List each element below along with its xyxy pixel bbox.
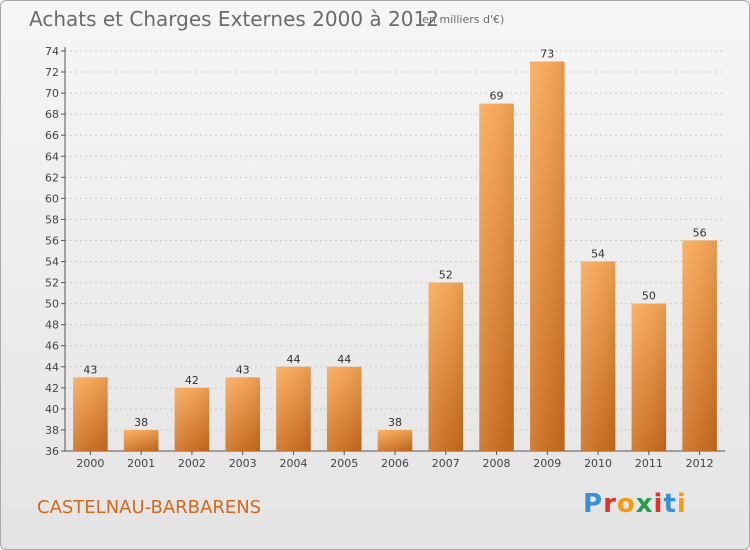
x-tick-label: 2001 bbox=[127, 457, 155, 470]
data-label: 42 bbox=[185, 374, 199, 387]
data-label: 50 bbox=[642, 290, 656, 303]
x-tick-label: 2004 bbox=[279, 457, 307, 470]
bar-shine bbox=[580, 261, 616, 451]
data-label: 38 bbox=[388, 416, 402, 429]
x-tick-label: 2005 bbox=[330, 457, 358, 470]
proxiti-logo: Proxiti bbox=[583, 489, 687, 519]
y-tick-label: 58 bbox=[45, 213, 59, 226]
data-label: 52 bbox=[439, 269, 453, 282]
y-tick-label: 66 bbox=[45, 129, 59, 142]
chart-subtitle: (en milliers d'€) bbox=[418, 13, 505, 26]
y-tick-label: 62 bbox=[45, 171, 59, 184]
data-label: 54 bbox=[591, 248, 605, 261]
data-label: 43 bbox=[236, 363, 250, 376]
y-tick-label: 48 bbox=[45, 319, 59, 332]
bar-shine bbox=[631, 303, 667, 451]
y-tick-labels: 36 38 40 42 44 46 48 50 52 54 56 58 60 62 64 66 68 70 72 74 bbox=[45, 45, 59, 458]
bar-shine bbox=[377, 429, 413, 451]
gridlines bbox=[65, 50, 725, 452]
data-labels: 43 38 42 43 44 44 38 52 69 73 54 50 56 bbox=[83, 48, 706, 429]
x-tick-label: 2009 bbox=[533, 457, 561, 470]
y-tick-label: 70 bbox=[45, 87, 59, 100]
data-label: 69 bbox=[490, 90, 504, 103]
x-tick-label: 2003 bbox=[229, 457, 257, 470]
data-label: 43 bbox=[83, 363, 97, 376]
x-tick-labels: 2000 2001 2002 2003 2004 2005 2006 2007 2008 2009… bbox=[76, 457, 713, 470]
x-tick-label: 2000 bbox=[76, 457, 104, 470]
x-tick-label: 2007 bbox=[432, 457, 460, 470]
y-tick-label: 44 bbox=[45, 361, 59, 374]
bar-shine bbox=[73, 377, 108, 451]
bar-shine bbox=[326, 366, 362, 451]
y-tick-label: 52 bbox=[45, 277, 59, 290]
bar-shine bbox=[225, 377, 260, 451]
x-tick-label: 2008 bbox=[483, 457, 511, 470]
x-tick-label: 2011 bbox=[635, 457, 663, 470]
x-tick-label: 2012 bbox=[686, 457, 714, 470]
x-tick-label: 2006 bbox=[381, 457, 409, 470]
y-tick-label: 64 bbox=[45, 150, 59, 163]
axes bbox=[61, 47, 725, 455]
y-tick-label: 72 bbox=[45, 66, 59, 79]
bar-shine bbox=[174, 387, 210, 451]
y-tick-label: 50 bbox=[45, 298, 59, 311]
y-tick-label: 54 bbox=[45, 256, 59, 269]
bar-shine bbox=[123, 429, 159, 451]
data-label: 44 bbox=[337, 353, 351, 366]
y-tick-label: 60 bbox=[45, 192, 59, 205]
x-tick-label: 2010 bbox=[584, 457, 612, 470]
data-label: 73 bbox=[540, 48, 554, 61]
data-label: 38 bbox=[134, 416, 148, 429]
data-label: 44 bbox=[286, 353, 300, 366]
y-tick-label: 40 bbox=[45, 403, 59, 416]
commune-name: CASTELNAU-BARBARENS bbox=[37, 497, 262, 518]
chart-title: Achats et Charges Externes 2000 à 2012 bbox=[29, 7, 439, 31]
bar-shine bbox=[276, 366, 311, 451]
bars bbox=[73, 61, 717, 452]
y-tick-label: 46 bbox=[45, 340, 59, 353]
bar-shine bbox=[530, 61, 565, 452]
y-tick-label: 42 bbox=[45, 382, 59, 395]
y-tick-label: 36 bbox=[45, 445, 59, 458]
bar-shine bbox=[428, 282, 464, 451]
y-tick-label: 74 bbox=[45, 45, 59, 58]
y-tick-label: 56 bbox=[45, 234, 59, 247]
y-tick-label: 68 bbox=[45, 108, 59, 121]
bar-shine bbox=[479, 103, 514, 451]
y-tick-label: 38 bbox=[45, 424, 59, 437]
data-label: 56 bbox=[693, 226, 707, 239]
bar-shine bbox=[682, 240, 717, 451]
x-tick-label: 2002 bbox=[178, 457, 206, 470]
